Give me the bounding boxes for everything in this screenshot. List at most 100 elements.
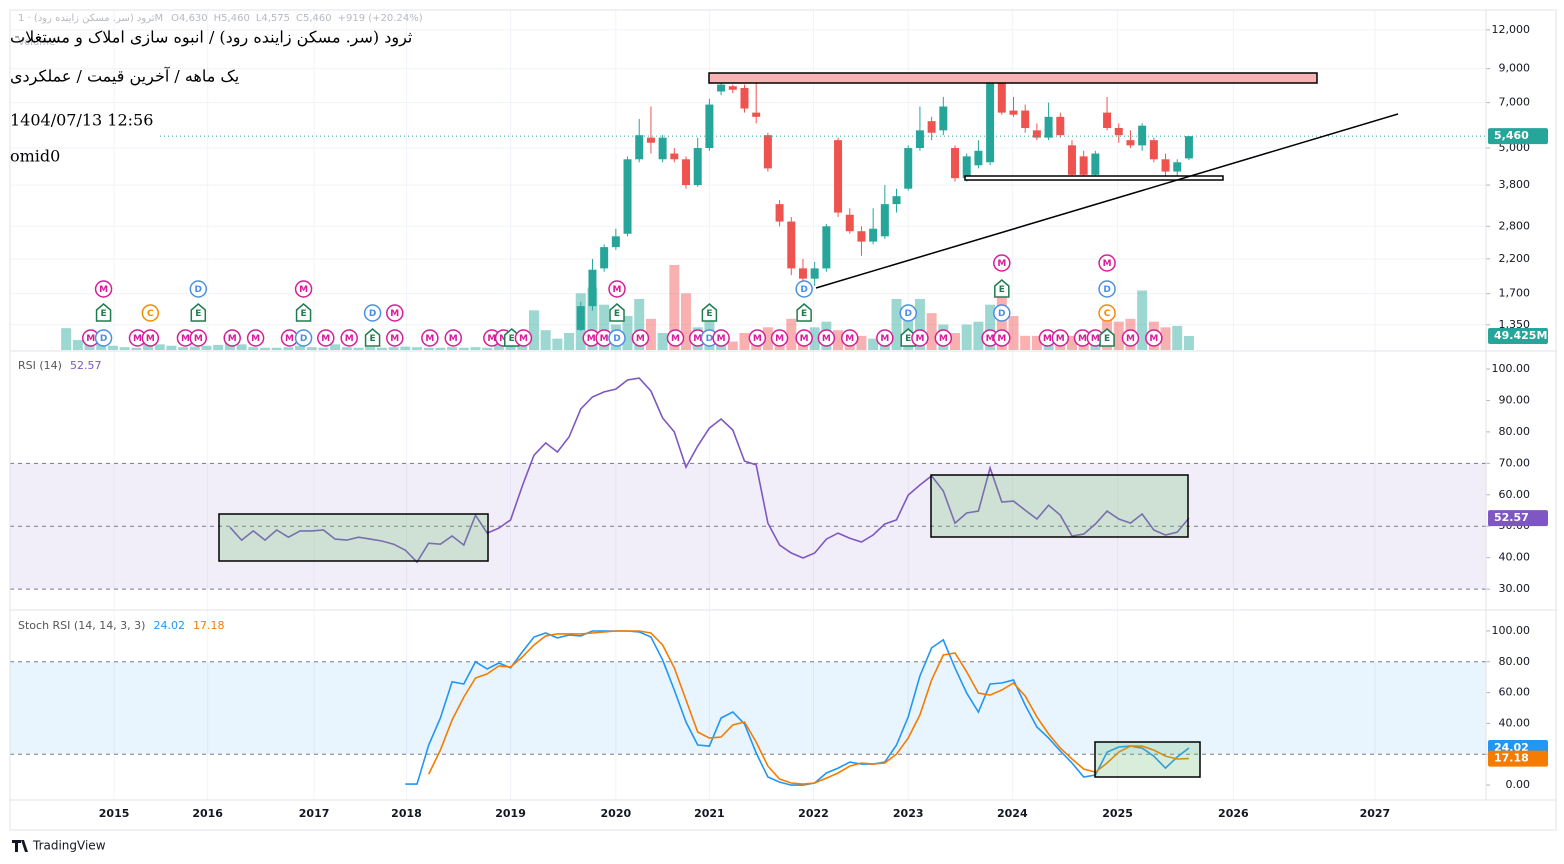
- title-line: یک ماهه / آخرین قیمت / عملکردی: [10, 66, 239, 86]
- y-tick-label: 5,000: [1499, 141, 1531, 154]
- event-letter: E: [1104, 334, 1110, 344]
- event-marker: [514, 329, 533, 347]
- candle-body: [1126, 140, 1135, 146]
- grid-layer: 12,000 9,000 7,000 5,000 3,800 2,800 2,200 1,70…: [10, 10, 1530, 820]
- y-tick-label: 60.00: [1499, 488, 1531, 501]
- event-letter: M: [775, 334, 784, 344]
- event-letter: M: [693, 334, 702, 344]
- event-marker: [994, 279, 1010, 298]
- event-letter: M: [800, 334, 809, 344]
- event-letter: M: [587, 334, 596, 344]
- event-letter: M: [321, 334, 330, 344]
- event-letter: D: [1103, 285, 1110, 295]
- candle-body: [1056, 116, 1065, 136]
- frame: [9, 9, 1557, 831]
- event-marker: [94, 280, 113, 298]
- support-zone: [964, 175, 1224, 181]
- event-marker: [421, 329, 439, 347]
- volume-bar: [622, 316, 633, 350]
- event-letter: E: [905, 334, 911, 344]
- candle-body: [986, 79, 995, 163]
- event-letter: M: [613, 285, 622, 295]
- value-box: [1488, 510, 1548, 527]
- volume-bar: [143, 342, 154, 350]
- volume-bar: [681, 293, 692, 350]
- event-letter: M: [181, 334, 190, 344]
- footer-brand: TradingView: [32, 839, 106, 853]
- title-line: 1404/07/13 12:56: [10, 111, 153, 130]
- event-marker: [1098, 254, 1116, 272]
- event-marker: [141, 329, 160, 347]
- event-letter: M: [880, 334, 889, 344]
- event-marker: [899, 304, 917, 322]
- event-marker: [701, 303, 718, 322]
- event-marker: [294, 280, 313, 298]
- candle-body: [717, 84, 726, 92]
- candle-body: [705, 104, 714, 149]
- x-tick-label: 2025: [1102, 807, 1133, 820]
- event-marker: [911, 329, 929, 347]
- event-letter: E: [369, 334, 375, 344]
- y-tick-label: 2,200: [1499, 252, 1531, 265]
- resistance-zone: [708, 72, 1318, 84]
- indicator-line: [229, 377, 1190, 564]
- y-tick-label: 3,800: [1499, 178, 1531, 191]
- event-letter: M: [86, 334, 95, 344]
- event-letter: M: [194, 334, 203, 344]
- event-marker: [666, 329, 685, 347]
- volume-bar: [739, 333, 750, 350]
- title-line: ثرود (سر. مسکن زاینده رود) / انبوه سازی …: [10, 28, 412, 47]
- volume-bar: [376, 347, 387, 350]
- volume-bar: [107, 345, 118, 350]
- volume-bar: [1113, 321, 1124, 350]
- volume-bar: [248, 347, 259, 350]
- volume-bar: [727, 341, 738, 350]
- event-letter: M: [390, 334, 399, 344]
- volume-bar: [856, 335, 867, 350]
- volume-bar: [809, 327, 820, 350]
- volume-bar: [762, 327, 773, 350]
- value-box: [1488, 750, 1548, 767]
- y-tick-label: 1,350: [1499, 318, 1531, 331]
- candle-body: [763, 135, 772, 169]
- candle-body: [576, 306, 585, 330]
- event-marker: [294, 329, 313, 347]
- volume-bar: [365, 347, 376, 350]
- candle-body: [927, 121, 936, 133]
- event-letter: M: [997, 334, 1006, 344]
- y-tick-label: 100.00: [1492, 624, 1531, 637]
- volume-bar: [236, 344, 247, 350]
- volume-bar: [1031, 335, 1042, 350]
- candle-body: [1067, 145, 1076, 175]
- volume-bar: [400, 346, 411, 350]
- title-line: omid0: [10, 147, 60, 166]
- candle-body: [845, 214, 854, 232]
- value-box-label: 49.425M: [1494, 329, 1547, 342]
- value-box: [1488, 128, 1548, 145]
- candle-body: [693, 148, 702, 186]
- event-letter: M: [753, 334, 762, 344]
- indicator-title: RSI (14): [18, 359, 62, 372]
- event-marker: [295, 303, 312, 322]
- volume-bar: [353, 347, 364, 350]
- x-tick-label: 2015: [99, 807, 130, 820]
- event-letter: M: [822, 334, 831, 344]
- candle-body: [880, 204, 889, 237]
- event-letter: E: [801, 309, 807, 319]
- candle-body: [1009, 110, 1018, 115]
- x-tick-label: 2016: [192, 807, 223, 820]
- event-marker: [364, 328, 381, 347]
- event-letter: M: [986, 334, 995, 344]
- event-marker: [609, 303, 625, 322]
- mark-layer: [160, 74, 1486, 786]
- candle-body: [1044, 116, 1053, 138]
- event-letter: M: [915, 334, 924, 344]
- event-marker: [841, 329, 859, 347]
- candle-body: [1161, 159, 1170, 172]
- candle-body: [822, 226, 831, 269]
- event-marker: [317, 329, 335, 347]
- value-box-label: 5,460: [1494, 129, 1529, 142]
- event-letter: E: [509, 334, 515, 344]
- volume-bar: [950, 333, 961, 350]
